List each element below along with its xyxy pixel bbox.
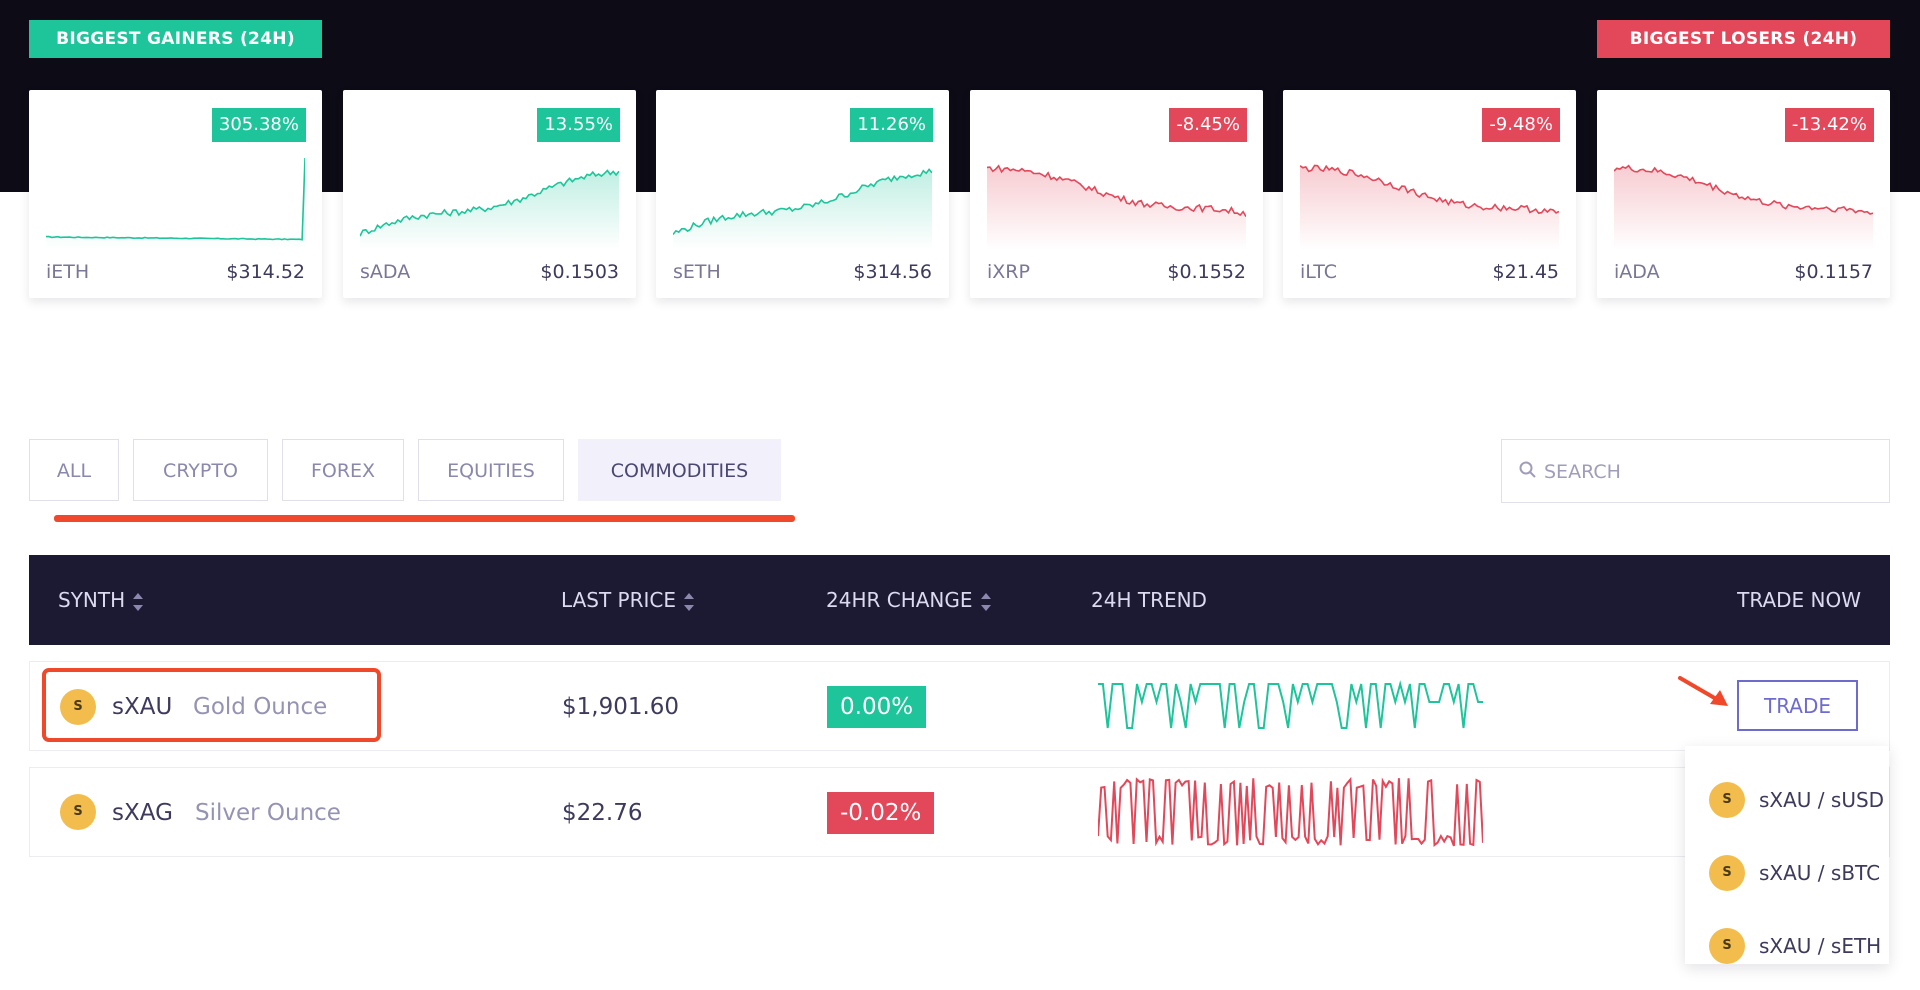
sparkline-line <box>360 169 619 237</box>
row-name: Gold Ounce <box>193 694 328 720</box>
row-symbol: sXAU <box>112 694 173 720</box>
card-change-badge: -13.42% <box>1784 108 1874 142</box>
market-card-ixrp[interactable]: -8.45% iXRP $0.1552 <box>970 90 1263 298</box>
card-change-badge: -9.48% <box>1482 108 1560 142</box>
tabs-highlight-underline <box>54 515 795 522</box>
tab-crypto[interactable]: CRYPTO <box>133 439 268 501</box>
synth-coin-icon: S <box>60 689 96 725</box>
row-price: $22.76 <box>562 800 643 826</box>
card-price: $314.56 <box>853 261 932 283</box>
sort-icon <box>980 592 991 611</box>
card-symbol: iETH <box>46 261 90 283</box>
card-symbol: sADA <box>360 261 411 283</box>
card-sparkline <box>1300 164 1559 250</box>
card-symbol: iADA <box>1614 261 1660 283</box>
market-card-sada[interactable]: 13.55% sADA $0.1503 <box>343 90 636 298</box>
synth-coin-icon: S <box>1709 782 1745 818</box>
header-24hr-change[interactable]: 24HR CHANGE <box>826 555 991 645</box>
row-symbol: sXAG <box>112 800 173 826</box>
arrow-annotation-icon <box>1678 676 1728 706</box>
row-name: Silver Ounce <box>195 800 341 826</box>
biggest-gainers-label: BIGGEST GAINERS (24H) <box>29 20 322 58</box>
header-synth[interactable]: SYNTH <box>58 555 144 645</box>
card-price: $314.52 <box>226 261 305 283</box>
market-card-iltc[interactable]: -9.48% iLTC $21.45 <box>1283 90 1576 298</box>
card-price: $0.1157 <box>1794 261 1873 283</box>
card-change-badge: 13.55% <box>537 108 620 142</box>
row-trend-sparkline <box>1098 776 1483 847</box>
tab-equities[interactable]: EQUITIES <box>418 439 564 501</box>
sort-icon <box>133 592 144 611</box>
sparkline-area <box>1300 165 1559 250</box>
card-sparkline <box>46 157 305 250</box>
sparkline-area <box>987 165 1246 250</box>
trend-line <box>1098 680 1483 729</box>
synth-coin-icon: S <box>1709 855 1745 891</box>
market-card-seth[interactable]: 11.26% sETH $314.56 <box>656 90 949 298</box>
card-change-badge: 11.26% <box>850 108 933 142</box>
row-change-badge: -0.02% <box>827 792 935 834</box>
synth-coin-icon: S <box>1709 928 1745 964</box>
sparkline-line <box>673 168 932 235</box>
tab-forex[interactable]: FOREX <box>282 439 404 501</box>
card-sparkline <box>360 169 619 250</box>
header-24h-trend: 24H TREND <box>1091 588 1207 612</box>
search-icon <box>1519 461 1536 478</box>
sort-icon <box>684 592 695 611</box>
sparkline-line <box>1300 164 1559 214</box>
search-box[interactable] <box>1501 439 1890 503</box>
market-card-iada[interactable]: -13.42% iADA $0.1157 <box>1597 90 1890 298</box>
trade-pair-menu: S sXAU / sUSD S sXAU / sBTC S sXAU / sET… <box>1685 746 1889 964</box>
card-price: $0.1503 <box>540 261 619 283</box>
card-sparkline <box>1614 164 1873 250</box>
sparkline-area <box>360 170 619 250</box>
header-last-price[interactable]: LAST PRICE <box>561 555 695 645</box>
sparkline-line <box>46 157 305 241</box>
table-header: SYNTH LAST PRICE 24HR CHANGE 24H TREND T… <box>29 555 1890 645</box>
card-sparkline <box>987 164 1246 250</box>
sparkline-area <box>673 169 932 250</box>
table-row-sxag[interactable]: S sXAG Silver Ounce $22.76 -0.02% <box>29 767 1890 857</box>
row-change-badge: 0.00% <box>827 686 927 728</box>
card-change-badge: -8.45% <box>1169 108 1247 142</box>
card-symbol: iLTC <box>1300 261 1338 283</box>
search-input[interactable] <box>1542 454 1876 490</box>
row-price: $1,901.60 <box>562 694 680 720</box>
trade-button[interactable]: TRADE <box>1737 680 1858 731</box>
row-trend-sparkline <box>1098 680 1483 729</box>
card-change-badge: 305.38% <box>211 108 306 142</box>
card-symbol: sETH <box>673 261 721 283</box>
synth-coin-icon: S <box>60 794 96 830</box>
card-price: $0.1552 <box>1167 261 1246 283</box>
sparkline-line <box>987 164 1246 218</box>
sparkline-line <box>1614 164 1873 215</box>
sparkline-area <box>1614 165 1873 250</box>
selected-row-highlight <box>42 668 381 742</box>
tab-all[interactable]: ALL <box>29 439 119 501</box>
market-card-ieth[interactable]: 305.38% iETH $314.52 <box>29 90 322 298</box>
tab-commodities[interactable]: COMMODITIES <box>578 439 781 501</box>
biggest-losers-label: BIGGEST LOSERS (24H) <box>1597 20 1890 58</box>
card-price: $21.45 <box>1492 261 1559 283</box>
card-symbol: iXRP <box>987 261 1030 283</box>
table-row-sxau[interactable]: S sXAU Gold Ounce $1,901.60 0.00% <box>29 661 1890 751</box>
header-trade-now: TRADE NOW <box>1737 588 1861 612</box>
trend-line <box>1098 776 1483 847</box>
card-sparkline <box>673 168 932 250</box>
sparkline-area <box>46 158 305 250</box>
